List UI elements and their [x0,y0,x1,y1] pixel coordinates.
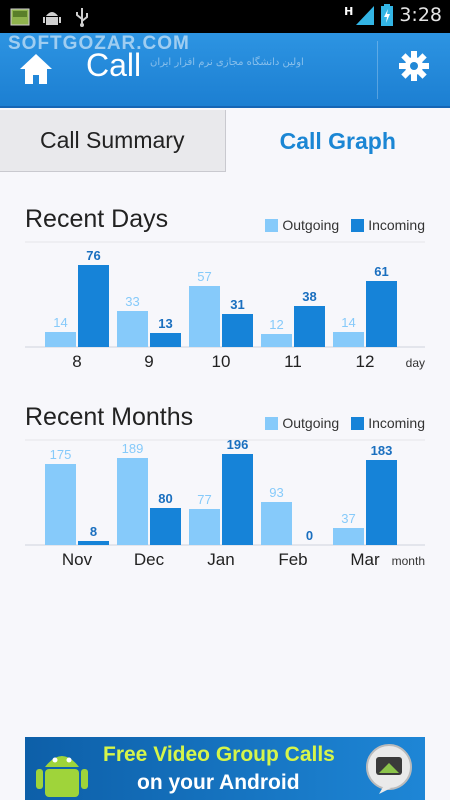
incoming-bar [78,265,109,347]
signal-icon [356,6,375,25]
incoming-value-label: 31 [230,297,244,312]
incoming-value-label: 13 [158,316,172,331]
x-tick-label: Mar [350,550,380,569]
outgoing-bar [189,509,220,545]
legend-outgoing-label: Outgoing [282,217,340,233]
outgoing-bar [261,334,292,347]
incoming-bar [222,454,253,545]
x-tick-label: 12 [356,352,375,371]
legend-outgoing-label: Outgoing [282,415,340,431]
outgoing-value-label: 37 [341,511,355,526]
recent-months-section: 175 8 Nov 189 80 Dec 77 196 Jan 93 0 Feb 37 183 Mar mon… [25,403,425,573]
network-type: H [344,4,354,18]
incoming-value-label: 38 [302,289,316,304]
recent-days-legend: Outgoing Incoming [259,217,425,233]
android-debug-icon [43,12,61,25]
outgoing-bar [333,332,364,347]
outgoing-value-label: 12 [269,317,283,332]
incoming-value-label: 61 [374,264,388,279]
outgoing-bar [261,502,292,545]
incoming-value-label: 80 [158,491,172,506]
ad-subline: on your Android [137,771,300,794]
incoming-value-label: 8 [90,524,97,539]
outgoing-bar [45,332,76,347]
outgoing-value-label: 93 [269,485,283,500]
action-bar: SOFTGOZAR.COM اولین دانشگاه مجازی نرم اف… [0,33,450,108]
tab-call-summary[interactable]: Call Summary [0,110,226,172]
x-axis-label: day [406,356,425,370]
recent-months-title: Recent Months [25,403,194,431]
outgoing-bar [117,311,148,347]
ad-banner[interactable]: Free Video Group Calls on your Android [25,737,425,800]
page-title: Call [86,47,142,83]
outgoing-value-label: 189 [122,441,144,456]
battery-icon [381,4,394,26]
x-tick-label: 9 [144,352,153,371]
watermark: SOFTGOZAR.COM [8,33,190,54]
legend-outgoing-swatch [265,416,279,430]
x-tick-label: 8 [72,352,81,371]
incoming-bar [150,333,181,347]
recent-days-section: 14 76 8 33 13 9 57 31 10 12 38 11 14 61 12 day Recent D… [25,205,425,375]
x-tick-label: Nov [62,550,93,569]
x-tick-label: Feb [278,550,307,569]
usb-icon [76,8,88,27]
x-tick-label: 11 [284,352,302,371]
recent-days-chart: 14 76 8 33 13 9 57 31 10 12 38 11 14 61 12 day [25,241,425,371]
recent-months-chart: 175 8 Nov 189 80 Dec 77 196 Jan 93 0 Feb 37 183 Mar mon… [25,437,425,569]
outgoing-value-label: 77 [197,492,211,507]
gallery-icon [10,8,30,26]
incoming-bar [366,281,397,347]
outgoing-value-label: 57 [197,269,211,284]
status-bar: H 3:28 [0,0,450,33]
legend-incoming-swatch [351,218,365,232]
tab-bar: Call Summary Call Graph [0,110,450,172]
ad-headline: Free Video Group Calls [103,743,335,766]
outgoing-value-label: 14 [53,315,67,330]
x-tick-label: Dec [134,550,165,569]
gear-icon[interactable] [398,50,430,82]
legend-outgoing-swatch [265,218,279,232]
outgoing-bar [45,464,76,545]
legend-incoming-label: Incoming [368,415,425,431]
home-icon[interactable] [18,51,54,87]
legend-incoming-label: Incoming [368,217,425,233]
recent-days-title: Recent Days [25,205,169,233]
outgoing-value-label: 175 [50,447,72,462]
android-robot-icon [36,756,88,797]
tab-call-graph[interactable]: Call Graph [225,110,450,172]
x-tick-label: 10 [212,352,231,371]
incoming-value-label: 0 [306,528,313,543]
outgoing-value-label: 33 [125,294,139,309]
outgoing-bar [117,458,148,545]
incoming-bar [222,314,253,347]
recent-months-legend: Outgoing Incoming [259,415,425,431]
outgoing-bar [333,528,364,545]
legend-incoming-swatch [351,416,365,430]
x-tick-label: Jan [207,550,234,569]
video-chat-icon [366,744,412,794]
incoming-bar [78,541,109,545]
x-axis-label: month [392,554,425,568]
action-divider [377,41,378,99]
incoming-value-label: 196 [227,437,249,452]
incoming-bar [150,508,181,545]
incoming-bar [294,306,325,347]
outgoing-value-label: 14 [341,315,355,330]
watermark-subtitle: اولین دانشگاه مجازی نرم افزار ایران [150,57,304,68]
incoming-bar [366,460,397,545]
incoming-value-label: 76 [86,248,100,263]
outgoing-bar [189,286,220,347]
incoming-value-label: 183 [371,443,393,458]
clock: 3:28 [399,4,442,26]
